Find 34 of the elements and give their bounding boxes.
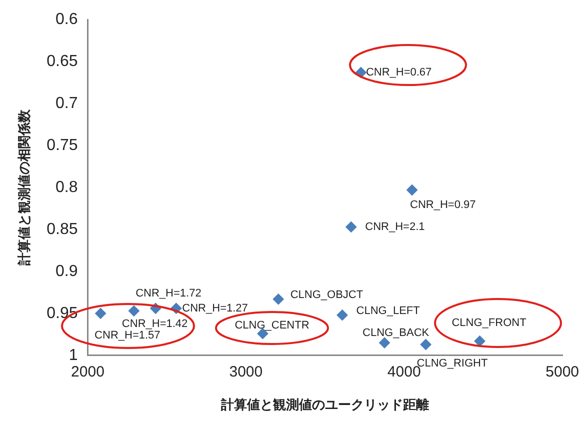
y-tick-label: 0.8 — [55, 178, 78, 196]
point — [406, 184, 418, 196]
point — [474, 336, 486, 347]
annotation: CLNG_CENTR — [234, 320, 310, 332]
annotation: CNR_H=1.57 — [94, 329, 160, 342]
point — [420, 338, 432, 350]
point — [95, 308, 106, 319]
y-tick-label: 0.65 — [46, 52, 78, 70]
annotation: CNR_H=1.72 — [136, 287, 202, 300]
point — [272, 294, 284, 305]
annotation: CNR_H=2.1 — [365, 220, 425, 233]
annotation: CLNG_BACK — [362, 326, 430, 339]
y-tick-label: 0.9 — [55, 262, 78, 280]
annotation: CLNG_LEFT — [356, 305, 420, 318]
y-tick-label: 0.7 — [55, 94, 78, 112]
annotation: CNR_H=1.42 — [122, 318, 188, 330]
point — [336, 310, 348, 321]
y-tick-label: 0.75 — [46, 136, 78, 154]
y-tick-label: 1 — [68, 346, 78, 364]
x-axis-title: 計算値と観測値のユークリッド距離 — [220, 396, 430, 412]
annotation: CNR_H=0.97 — [410, 199, 476, 212]
x-tick-label: 2000 — [71, 364, 104, 381]
annotation: CLNG_FRONT — [452, 317, 527, 330]
y-tick-label: 0.85 — [46, 220, 78, 238]
annotation: CNR_H=0.67 — [366, 66, 432, 79]
point — [128, 305, 140, 316]
annotation: CLNG_OBJCT — [290, 289, 364, 302]
point — [346, 221, 357, 232]
x-tick-label: 5000 — [546, 364, 580, 381]
y-axis-title: 計算値と観測値の相関係数 — [16, 108, 32, 266]
annotation: CNR_H=1.27 — [182, 302, 248, 314]
y-tick-label: 0.95 — [46, 304, 78, 322]
x-tick-label: 3000 — [229, 364, 263, 381]
y-tick-label: 0.6 — [55, 11, 78, 28]
